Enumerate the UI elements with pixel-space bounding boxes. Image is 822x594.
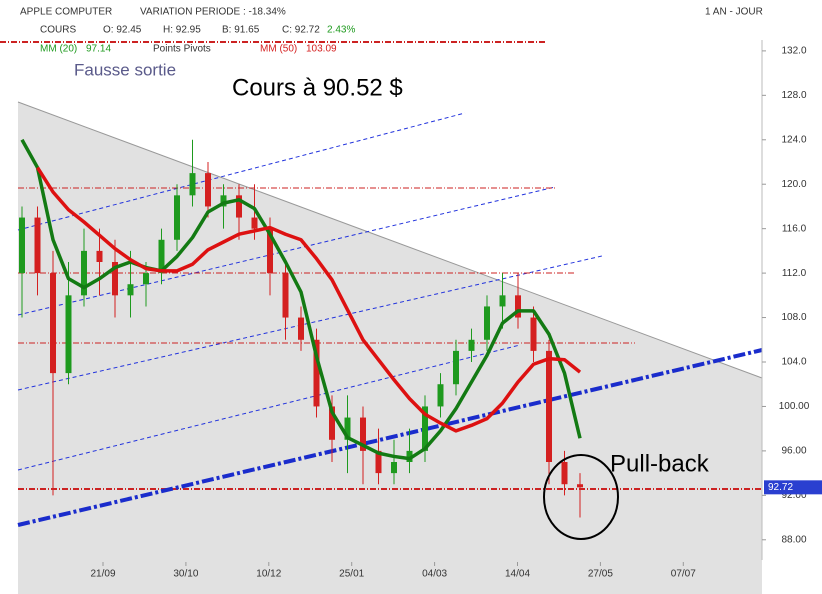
y-tick-label: 108.0 [781,312,806,323]
candle-body [437,384,444,407]
y-tick-label: 124.0 [781,134,806,145]
candle-body [344,417,351,440]
candle-body [561,462,568,485]
candle-body [530,317,537,351]
quote-close: C: 92.72 [282,25,320,36]
x-tick-label: 27/05 [588,569,613,580]
subtitle: VARIATION PERIODE : -18.34% [140,7,286,18]
y-tick-label: 96.00 [781,446,806,457]
y-tick-label: 120.0 [781,179,806,190]
legend-ma50-value: 103.09 [306,44,337,55]
quote-change: 2.43% [327,25,355,36]
channel-lines [17,112,603,471]
annotation: Fausse sortie [74,60,176,79]
x-tick-label: 25/01 [339,569,364,580]
y-tick-label: 116.0 [782,223,807,234]
candle-body [174,195,180,240]
candle-body [391,462,397,474]
channel-line [17,255,603,391]
support-line [17,348,763,527]
y-tick-label: 112.0 [782,268,807,279]
candle-body [236,195,242,218]
channel-line [17,186,556,316]
y-tick-label: 132.0 [781,46,806,57]
candle-body [484,306,490,340]
candle-body [205,173,211,207]
title: APPLE COMPUTER [20,7,112,18]
quote-label: COURS [40,25,76,36]
candle-body [143,273,149,285]
candle-body [127,284,134,296]
candle-body [189,173,196,196]
channel-line [17,344,521,471]
candle-body [50,273,56,374]
y-tick-label: 128.0 [781,90,806,101]
candle-body [515,295,521,318]
candle-body [313,339,320,407]
triangle-zone [18,102,762,594]
candle-body [360,417,366,451]
legend-ma20: MM (20) [40,44,77,55]
candle-body [453,350,459,385]
candle-body [34,217,41,274]
period: 1 AN - JOUR [705,7,763,18]
channel-line [17,112,466,231]
annotation: Cours à 90.52 $ [232,74,403,101]
candle-body [546,350,552,462]
y-tick-label: 88.00 [781,534,806,545]
candle-body [251,217,258,229]
x-tick-label: 04/03 [422,569,447,580]
y-tick-label: 100.00 [779,401,810,412]
x-tick-label: 14/04 [505,569,530,580]
candle-body [112,262,118,296]
legend-ma50: MM (50) [260,44,297,55]
legend-pivots: Points Pivots [153,44,211,55]
last-price-box [764,480,822,495]
quote-low: B: 91.65 [222,25,260,36]
candle-body [406,450,413,462]
candle-body [329,406,335,440]
candle-body [298,317,304,340]
quote-high: H: 92.95 [163,25,201,36]
resistance-line [17,101,763,379]
candle-body [19,217,25,274]
x-tick-label: 30/10 [173,569,198,580]
candle-body [375,450,382,474]
candle-body [81,250,87,296]
plot [19,138,583,518]
candle-body [282,273,289,318]
quote-open: O: 92.45 [103,25,142,36]
candle-body [499,295,506,307]
x-tick-label: 21/09 [90,569,115,580]
candle-body [422,406,428,451]
legend-ma20-value: 97.14 [86,44,111,55]
candle-body [96,250,103,262]
y-tick-label: 92.00 [781,490,806,501]
annotation: Pull-back [610,450,710,477]
y-tick-label: 104.0 [781,357,806,368]
pivot-lines [0,41,762,490]
x-tick-label: 10/12 [256,569,281,580]
candle-body [158,239,165,274]
moving-average [20,138,582,461]
candle-body [65,295,72,374]
candle-body [577,484,583,488]
moving-average [36,166,582,433]
candle-body [267,228,273,274]
candle-body [468,339,475,351]
header-bg [0,0,822,40]
candle-body [220,195,227,207]
x-tick-label: 07/07 [671,569,696,580]
last-price-label: 92.72 [768,482,793,493]
highlight-circle [543,454,619,540]
